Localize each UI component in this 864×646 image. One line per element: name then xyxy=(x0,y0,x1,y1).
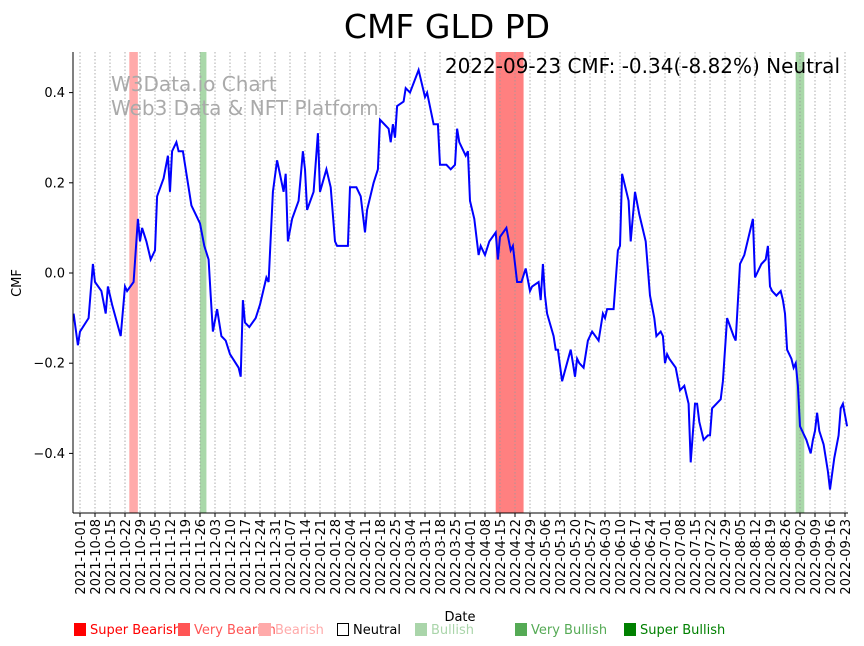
legend-item-bearish: Bearish xyxy=(259,623,324,638)
y-tick-label: −0.2 xyxy=(33,357,65,372)
x-tick-label: 2022-06-17 xyxy=(629,519,644,595)
y-axis-label: CMF xyxy=(10,269,25,297)
x-tick-label: 2022-09-02 xyxy=(794,519,809,595)
legend-label: Bullish xyxy=(431,623,474,638)
cmf-line xyxy=(72,66,849,490)
legend-swatch xyxy=(178,623,190,636)
x-tick-label: 2022-08-12 xyxy=(749,519,764,595)
x-tick-label: 2022-01-07 xyxy=(284,519,299,595)
watermark-line-2: Web3 Data & NFT Platform xyxy=(111,96,379,120)
x-tick-label: 2021-11-26 xyxy=(194,519,209,595)
legend-swatch xyxy=(259,623,271,636)
x-tick-label: 2021-12-17 xyxy=(239,519,254,595)
x-tick-label: 2021-10-15 xyxy=(104,519,119,595)
legend-label: Super Bullish xyxy=(640,623,725,638)
x-tick-label: 2021-10-29 xyxy=(134,519,149,595)
x-tick-label: 2022-02-18 xyxy=(374,519,389,595)
x-tick-label: 2022-05-27 xyxy=(584,519,599,595)
x-tick-label: 2022-02-11 xyxy=(359,519,374,595)
x-tick-label: 2021-11-12 xyxy=(164,519,179,595)
legend-swatch xyxy=(415,623,427,636)
legend-label: Super Bearish xyxy=(90,623,181,638)
x-tick-label: 2022-04-01 xyxy=(464,519,479,595)
x-axis-label: Date xyxy=(444,610,475,625)
x-tick-label: 2022-04-29 xyxy=(524,519,539,595)
x-tick-label: 2022-09-16 xyxy=(824,519,839,595)
x-tick-label: 2022-05-06 xyxy=(539,519,554,595)
x-tick-label: 2022-08-05 xyxy=(734,519,749,595)
x-tick-label: 2022-04-08 xyxy=(479,519,494,595)
legend-label: Very Bullish xyxy=(531,623,607,638)
x-tick-label: 2022-07-22 xyxy=(704,519,719,595)
x-tick-label: 2022-02-25 xyxy=(389,519,404,595)
x-tick-label: 2022-08-26 xyxy=(779,519,794,595)
legend-item-super-bearish: Super Bearish xyxy=(74,623,181,638)
x-tick-label: 2021-12-24 xyxy=(254,519,269,595)
legend-item-super-bullish: Super Bullish xyxy=(624,623,725,638)
x-tick-label: 2021-12-10 xyxy=(224,519,239,595)
legend-item-very-bullish: Very Bullish xyxy=(515,623,607,638)
x-tick-label: 2022-06-24 xyxy=(644,519,659,595)
x-tick-label: 2022-05-20 xyxy=(569,519,584,595)
legend-swatch xyxy=(515,623,527,636)
latest-annotation: 2022-09-23 CMF: -0.34(-8.82%) Neutral xyxy=(445,54,840,78)
x-tick-label: 2022-02-04 xyxy=(344,519,359,595)
legend-item-neutral: Neutral xyxy=(337,623,401,638)
x-tick-label: 2022-05-13 xyxy=(554,519,569,595)
x-tick-label: 2021-11-19 xyxy=(179,519,194,595)
x-tick-label: 2022-03-18 xyxy=(434,519,449,595)
x-tick-label: 2021-12-03 xyxy=(209,519,224,595)
legend-swatch xyxy=(337,623,349,636)
x-tick-label: 2022-07-29 xyxy=(719,519,734,595)
legend-item-bullish: Bullish xyxy=(415,623,474,638)
x-tick-label: 2022-09-23 xyxy=(839,519,854,595)
legend-swatch xyxy=(624,623,636,636)
x-tick-label: 2021-10-08 xyxy=(89,519,104,595)
x-tick-label: 2022-01-28 xyxy=(329,519,344,595)
y-tick-label: 0.0 xyxy=(44,267,65,282)
legend-label: Bearish xyxy=(275,623,324,638)
x-tick-label: 2022-04-15 xyxy=(494,519,509,595)
chart-title: CMF GLD PD xyxy=(344,7,550,46)
x-tick-label: 2021-10-22 xyxy=(119,519,134,595)
x-tick-label: 2022-06-03 xyxy=(599,519,614,595)
x-tick-label: 2022-07-15 xyxy=(689,519,704,595)
x-tick-label: 2022-03-11 xyxy=(419,519,434,595)
x-tick-label: 2022-08-19 xyxy=(764,519,779,595)
y-tick-label: −0.4 xyxy=(33,447,65,462)
x-tick-label: 2022-03-04 xyxy=(404,519,419,595)
y-tick-label: 0.2 xyxy=(44,176,65,191)
legend-item-very-bearish: Very Bearish xyxy=(178,623,276,638)
legend-label: Very Bearish xyxy=(194,623,276,638)
watermark-line-1: W3Data.io Chart xyxy=(111,72,277,96)
y-tick-label: 0.4 xyxy=(44,86,65,101)
legend-swatch xyxy=(74,623,86,636)
x-tick-label: 2021-10-01 xyxy=(74,519,89,595)
x-tick-label: 2022-06-10 xyxy=(614,519,629,595)
x-tick-label: 2022-07-08 xyxy=(674,519,689,595)
x-tick-label: 2022-01-14 xyxy=(299,519,314,595)
x-tick-label: 2022-03-25 xyxy=(449,519,464,595)
x-tick-label: 2022-09-09 xyxy=(809,519,824,595)
signal-band-bullish xyxy=(795,52,805,513)
x-tick-label: 2022-01-21 xyxy=(314,519,329,595)
signal-band-bullish xyxy=(200,52,207,513)
x-tick-label: 2021-12-31 xyxy=(269,519,284,595)
legend-label: Neutral xyxy=(353,623,401,638)
x-tick-label: 2022-04-22 xyxy=(509,519,524,595)
x-tick-label: 2022-07-01 xyxy=(659,519,674,595)
x-tick-label: 2021-11-05 xyxy=(149,519,164,595)
